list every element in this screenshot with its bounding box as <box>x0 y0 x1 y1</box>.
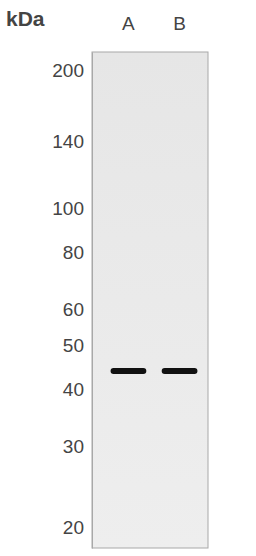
y-tick: 200 <box>52 60 92 81</box>
y-tick-label: 30 <box>63 436 84 457</box>
y-tick: 30 <box>63 436 92 457</box>
y-tick: 60 <box>63 299 92 320</box>
y-tick-label: 100 <box>52 198 84 219</box>
y-tick: 20 <box>63 517 92 538</box>
y-tick: 40 <box>63 379 92 400</box>
y-tick: 50 <box>63 335 92 356</box>
y-tick-label: 40 <box>63 379 84 400</box>
blot-figure: 203040506080100140200ABkDa <box>0 0 256 556</box>
lane-tick: B <box>173 13 186 34</box>
y-tick: 80 <box>63 242 92 263</box>
y-axis: 20 30 40 50 60 80 100 140 200 <box>52 53 92 549</box>
gel-frame <box>92 52 208 548</box>
band <box>111 368 147 374</box>
y-axis-line <box>92 53 93 549</box>
bands <box>111 368 198 374</box>
y-tick-label: 140 <box>52 131 84 152</box>
y-tick: 100 <box>52 198 92 219</box>
lane-axis: AB <box>122 13 186 34</box>
y-tick-label: 60 <box>63 299 84 320</box>
band <box>162 368 198 374</box>
lane-label: A <box>122 13 135 34</box>
y-axis-title: kDa <box>6 7 45 30</box>
y-tick-label: 80 <box>63 242 84 263</box>
y-tick: 140 <box>52 131 92 152</box>
lane-tick: A <box>122 13 135 34</box>
y-tick-label: 50 <box>63 335 84 356</box>
lane-label: B <box>173 13 186 34</box>
y-tick-label: 200 <box>52 60 84 81</box>
y-tick-label: 20 <box>63 517 84 538</box>
